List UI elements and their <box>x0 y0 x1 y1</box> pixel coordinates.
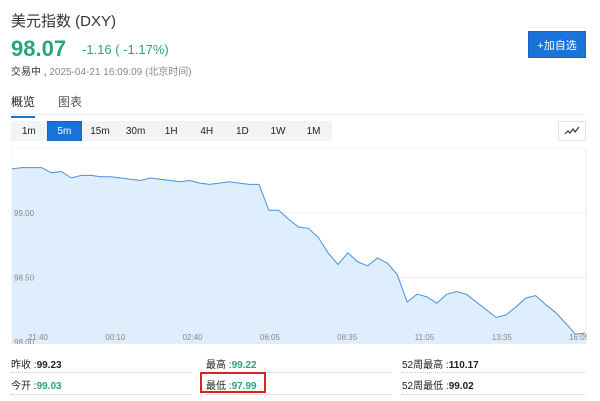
timeframe-30m[interactable]: 30m <box>125 125 146 137</box>
stat-label: 最高 : <box>206 360 232 371</box>
x-tick-label: 06:05 <box>260 333 281 342</box>
stat-label: 昨收 : <box>11 360 37 371</box>
timeframe-5m[interactable]: 5m <box>46 121 83 141</box>
stat-value: 110.17 <box>448 360 479 371</box>
x-tick-label: 00:10 <box>105 333 126 342</box>
y-tick-label: 98.00 <box>14 338 35 344</box>
x-tick-label: 08:35 <box>337 333 358 342</box>
x-tick-label: 13:35 <box>492 333 513 342</box>
price-line <box>11 167 586 335</box>
timeframe-15m[interactable]: 15m <box>90 125 110 137</box>
stat-value: 99.22 <box>231 360 257 371</box>
timeframe-selector: 1m 5m 15m 30m 1H 4H 1D 1W 1M <box>11 121 332 141</box>
x-tick-label: 16:05 <box>569 333 587 342</box>
x-tick-label: 11:05 <box>415 333 435 342</box>
timeframe-4h[interactable]: 4H <box>200 125 214 137</box>
stat-label: 最低 : <box>206 381 232 392</box>
stat-prev-close: 昨收 :99.23 <box>11 356 62 371</box>
timeframe-1d[interactable]: 1D <box>235 125 249 137</box>
current-price: 98.07 <box>11 36 67 61</box>
divider <box>11 372 191 373</box>
highlight-box <box>200 372 266 393</box>
timeframe-1w[interactable]: 1W <box>270 125 286 137</box>
stat-value: 97.99 <box>231 381 257 392</box>
x-tick-label: 02:40 <box>183 333 204 342</box>
stat-52w-high: 52周最高 :110.17 <box>402 356 479 371</box>
divider <box>206 372 392 373</box>
tab-divider <box>11 114 586 115</box>
stat-label: 今开 : <box>11 381 37 392</box>
stat-label: 52周最低 : <box>402 381 449 392</box>
chart-frame <box>11 148 587 344</box>
add-to-watchlist-button[interactable]: +加自选 <box>528 31 586 58</box>
stat-value: 99.03 <box>36 381 62 392</box>
trading-status: 交易中 , 2025-04-21 16:09:09 (北京时间) <box>11 63 192 78</box>
divider <box>402 394 586 395</box>
stat-label: 52周最高 : <box>402 360 449 371</box>
status-text: 交易中 , <box>11 67 47 78</box>
stat-value: 99.02 <box>448 381 474 392</box>
timeframe-1m[interactable]: 1m <box>21 125 36 137</box>
tab-overview[interactable]: 概览 <box>11 93 36 118</box>
stat-high: 最高 :99.22 <box>206 356 257 371</box>
stat-open: 今开 :99.03 <box>11 377 62 392</box>
timeframe-1mo[interactable]: 1M <box>306 125 321 137</box>
timeframe-1h[interactable]: 1H <box>164 125 178 137</box>
tab-chart[interactable]: 图表 <box>58 95 83 109</box>
chart-type-button[interactable] <box>558 121 586 141</box>
price-change: -1.16 ( -1.17%) <box>82 42 169 57</box>
timestamp: 2025-04-21 16:09:09 (北京时间) <box>49 67 192 78</box>
x-tick-label: 21:40 <box>28 333 49 342</box>
divider <box>206 394 392 395</box>
stat-52w-low: 52周最低 :99.02 <box>402 377 474 392</box>
divider <box>11 394 191 395</box>
line-chart-icon <box>564 126 580 135</box>
y-tick-label: 99.00 <box>14 209 35 218</box>
stat-value: 99.23 <box>36 360 62 371</box>
stat-low: 最低 :97.99 <box>206 377 257 392</box>
divider <box>402 372 586 373</box>
page-title: 美元指数 (DXY) <box>11 13 117 30</box>
y-tick-label: 98.50 <box>14 273 35 282</box>
price-area <box>12 167 585 344</box>
